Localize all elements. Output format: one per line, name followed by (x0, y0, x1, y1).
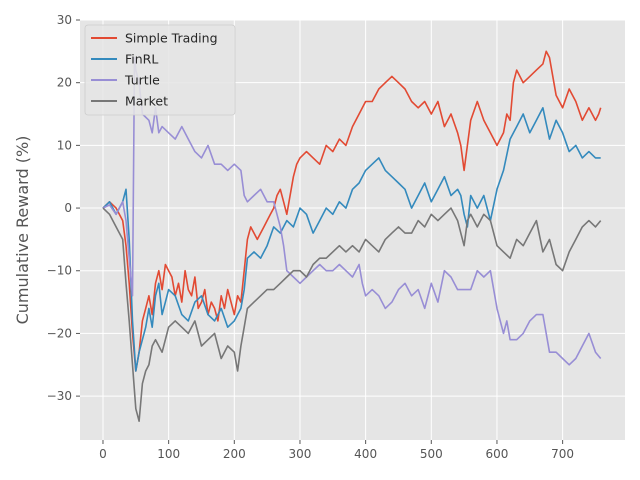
y-tick-label: −20 (47, 326, 72, 340)
legend-label-turtle: Turtle (124, 73, 160, 88)
x-axis-ticks: 0 100 200 300 400 500 600 700 (99, 440, 574, 461)
y-axis-ticks: −30 −20 −10 0 10 20 30 (47, 13, 80, 403)
series-lines (102, 50, 602, 423)
series-line-finrl (102, 107, 601, 372)
y-tick-label: 30 (57, 13, 72, 27)
legend-label-market: Market (125, 94, 168, 109)
y-tick-label: −10 (47, 264, 72, 278)
series-line-market (102, 207, 602, 423)
legend: Simple Trading FinRL Turtle Market (84, 24, 236, 116)
x-tick-label: 100 (157, 447, 180, 461)
x-tick-label: 600 (486, 447, 509, 461)
x-tick-label: 700 (551, 447, 574, 461)
legend-label-finrl: FinRL (125, 52, 158, 67)
legend-box (84, 24, 236, 116)
x-tick-label: 200 (223, 447, 246, 461)
x-tick-label: 400 (354, 447, 377, 461)
y-axis-label: Cumulative Reward (%) (13, 136, 32, 325)
series-line-simple-trading (102, 50, 602, 372)
x-tick-label: 300 (289, 447, 312, 461)
x-tick-label: 500 (420, 447, 443, 461)
y-tick-label: 20 (57, 76, 72, 90)
y-tick-label: −30 (47, 389, 72, 403)
y-tick-label: 0 (64, 201, 72, 215)
y-tick-label: 10 (57, 138, 72, 152)
series-line-turtle (102, 56, 602, 366)
legend-label-simple-trading: Simple Trading (125, 31, 218, 46)
x-tick-label: 0 (99, 447, 107, 461)
